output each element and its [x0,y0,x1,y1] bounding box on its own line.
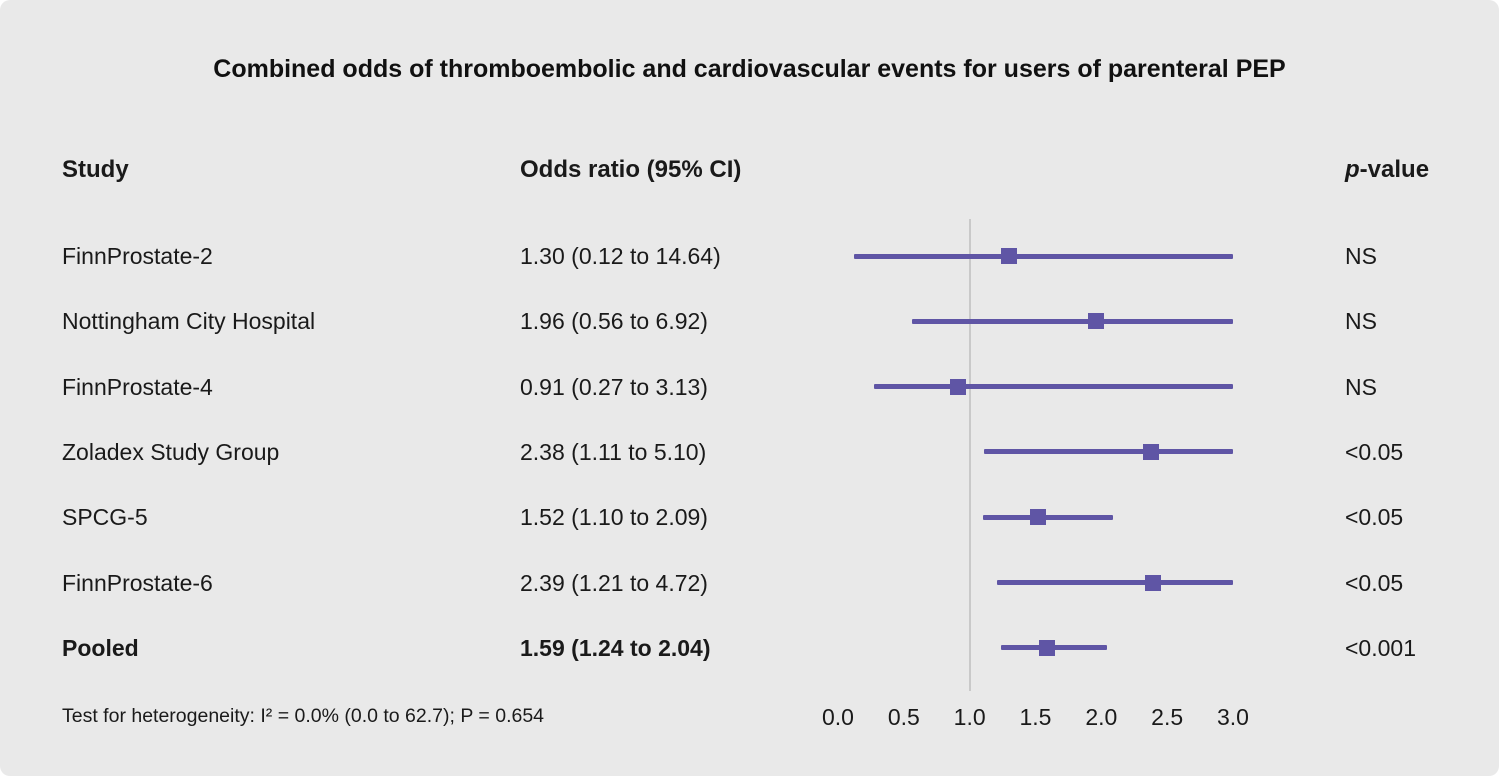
p-value-label: <0.001 [1345,634,1416,661]
x-axis-tick-label: 0.0 [822,704,854,730]
confidence-interval-line [873,384,1233,390]
p-value-label: <0.05 [1345,569,1404,596]
confidence-interval-line [853,253,1233,259]
confidence-interval-line [911,318,1233,324]
study-label: Nottingham City Hospital [62,308,316,335]
x-axis-tick-label: 3.0 [1217,704,1249,730]
study-label: FinnProstate-6 [62,569,213,596]
p-value-label: NS [1345,373,1377,400]
x-axis-tick-label: 1.5 [1019,704,1052,730]
reference-line [968,219,971,691]
x-axis-tick-label: 1.0 [953,704,986,730]
odds-ratio-label: 2.38 (1.11 to 5.10) [520,438,707,465]
odds-ratio-label: 0.91 (0.27 to 3.13) [520,373,708,400]
column-header-study: Study [62,156,129,183]
x-axis-tick-label: 2.5 [1151,704,1184,730]
p-value-header-italic-part: p [1345,156,1360,183]
odds-ratio-marker [1088,313,1105,330]
study-label: Pooled [62,634,139,661]
chart-title: Combined odds of thromboembolic and card… [213,55,1286,83]
odds-ratio-label: 1.52 (1.10 to 2.09) [520,504,708,531]
odds-ratio-label: 1.30 (0.12 to 14.64) [520,243,721,269]
study-label: FinnProstate-2 [62,243,213,269]
odds-ratio-marker [949,378,966,395]
p-value-label: NS [1345,308,1377,335]
confidence-interval-line [984,449,1233,455]
odds-ratio-marker [1001,248,1018,264]
study-label: FinnProstate-4 [62,373,213,400]
p-value-label: <0.05 [1345,504,1404,531]
odds-ratio-marker [1039,639,1056,656]
column-header-odds-ratio: Odds ratio (95% CI) [520,156,742,183]
odds-ratio-marker [1030,509,1047,526]
p-value-label: NS [1345,243,1377,269]
x-axis-tick-label: 2.0 [1085,704,1118,730]
odds-ratio-marker [1143,443,1160,460]
odds-ratio-label: 2.39 (1.21 to 4.72) [520,569,708,596]
odds-ratio-label: 1.59 (1.24 to 2.04) [520,634,711,661]
p-value-header-rest-part: -value [1359,156,1430,183]
study-label: Zoladex Study Group [62,438,280,465]
confidence-interval-line [997,580,1233,585]
column-header-p-value: p-value [1345,152,1429,188]
odds-ratio-label: 1.96 (0.56 to 6.92) [520,308,708,335]
heterogeneity-footnote: Test for heterogeneity: I² = 0.0% (0.0 t… [62,705,545,727]
x-axis-tick-label: 0.5 [887,704,920,730]
study-label: SPCG-5 [62,504,148,531]
p-value-label: <0.05 [1345,438,1404,465]
confidence-interval-line [982,514,1114,520]
odds-ratio-marker [1144,574,1161,591]
